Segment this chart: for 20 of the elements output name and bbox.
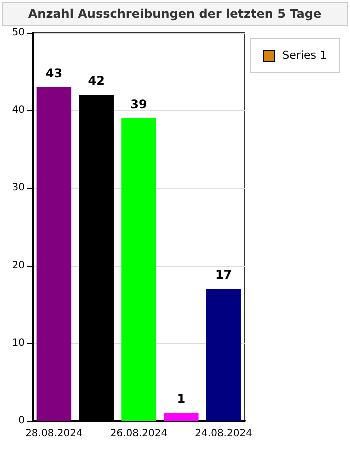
data-label: 42 [88,74,105,88]
y-tick-label: 30 [12,182,25,194]
chart-title: Anzahl Ausschreibungen der letzten 5 Tage [2,2,348,26]
data-label: 43 [46,66,63,80]
data-label: 1 [177,392,186,406]
bar [164,413,199,421]
x-tick-label: 28.08.2024 [26,428,83,440]
data-label: 39 [130,97,148,112]
y-tick-label: 10 [12,338,25,349]
bar [206,289,242,421]
y-tick-label: 40 [12,105,25,116]
y-tick-label: 50 [12,28,25,38]
data-label: 17 [215,268,232,282]
x-tick-label: 26.08.2024 [110,428,168,440]
bar [122,118,156,421]
x-tick-label: 24.08.2024 [195,428,252,440]
text: Series 1 [282,49,327,62]
y-tick-label: 0 [18,416,25,426]
y-tick-label: 20 [12,260,25,272]
bar [36,87,72,421]
